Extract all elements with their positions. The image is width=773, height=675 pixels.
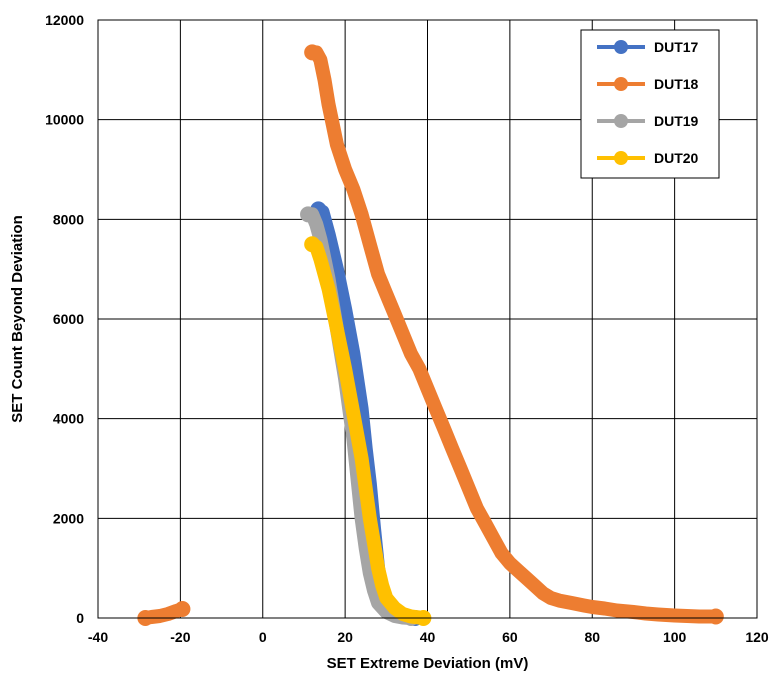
legend-marker — [614, 77, 628, 91]
y-tick-label: 0 — [76, 610, 84, 626]
y-tick-label: 2000 — [53, 510, 84, 526]
legend-marker — [614, 114, 628, 128]
legend: DUT17 DUT18 DUT19 DUT20 — [580, 29, 720, 179]
x-tick-labels: -40 -20 0 20 40 60 80 100 120 — [88, 629, 769, 645]
x-tick-label: 40 — [420, 629, 436, 645]
series-layer — [137, 44, 724, 626]
legend-item-dut18: DUT18 — [597, 76, 699, 92]
series-dut18 — [137, 44, 724, 626]
y-tick-labels: 0 2000 4000 6000 8000 10000 12000 — [45, 12, 84, 626]
data-point — [300, 206, 317, 223]
legend-label: DUT19 — [654, 113, 699, 129]
data-point — [304, 44, 321, 61]
data-point — [707, 608, 724, 625]
x-tick-label: 60 — [502, 629, 518, 645]
x-tick-label: 100 — [663, 629, 687, 645]
y-tick-label: 6000 — [53, 311, 84, 327]
series-dut20 — [304, 236, 432, 626]
legend-item-dut17: DUT17 — [597, 39, 699, 55]
legend-label: DUT18 — [654, 76, 699, 92]
legend-item-dut20: DUT20 — [597, 150, 699, 166]
y-tick-label: 10000 — [45, 112, 84, 128]
data-point — [174, 601, 191, 618]
x-tick-label: 0 — [259, 629, 267, 645]
plot-area-frame — [97, 19, 758, 619]
legend-box — [580, 29, 720, 179]
x-tick-label: 20 — [337, 629, 353, 645]
x-tick-label: 80 — [584, 629, 600, 645]
legend-label: DUT17 — [654, 39, 699, 55]
data-point — [304, 236, 321, 253]
x-tick-label: 120 — [745, 629, 769, 645]
legend-item-dut19: DUT19 — [597, 113, 699, 129]
legend-label: DUT20 — [654, 150, 699, 166]
y-tick-label: 4000 — [53, 411, 84, 427]
x-tick-label: -20 — [170, 629, 190, 645]
series-line — [305, 237, 431, 625]
series-line — [305, 45, 723, 624]
x-axis-title: SET Extreme Deviation (mV) — [327, 655, 529, 672]
y-tick-label: 12000 — [45, 12, 84, 28]
x-tick-label: -40 — [88, 629, 108, 645]
y-tick-label: 8000 — [53, 211, 84, 227]
legend-marker — [614, 40, 628, 54]
legend-marker — [614, 151, 628, 165]
y-axis-title: SET Count Beyond Deviation — [9, 215, 26, 423]
gridlines — [97, 19, 758, 619]
